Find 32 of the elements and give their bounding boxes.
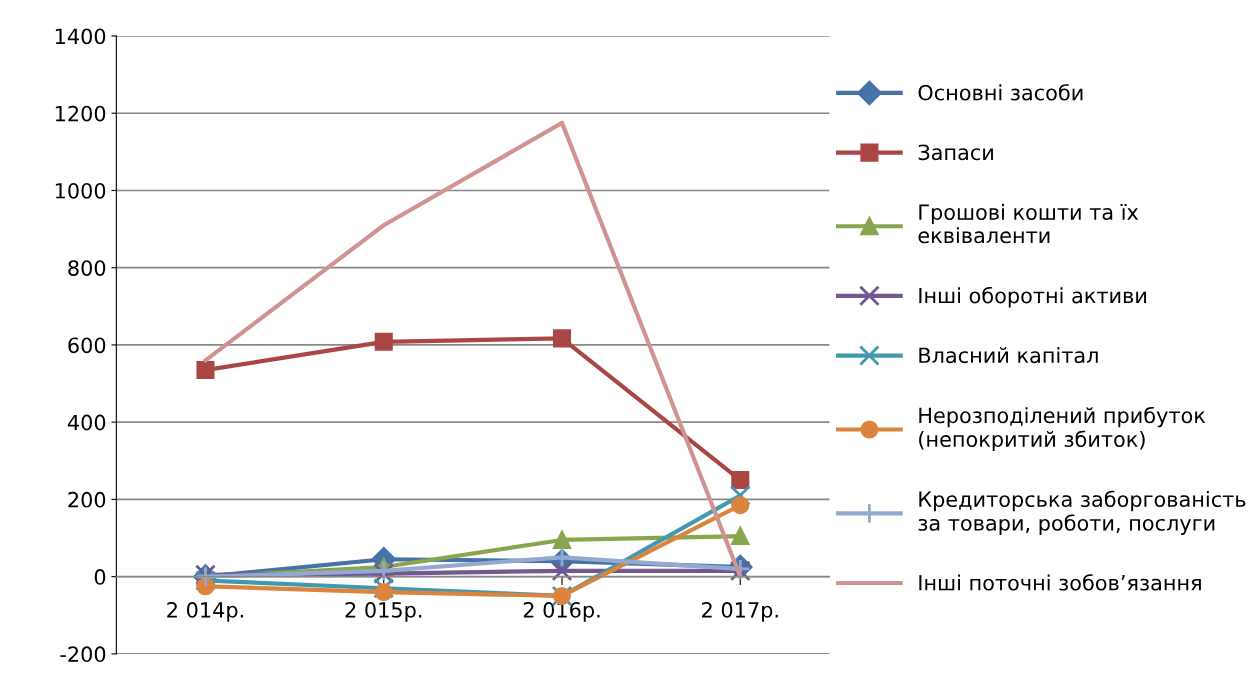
legend-label: Інші поточні зобов’язання: [919, 574, 1201, 591]
point: [374, 583, 393, 602]
y-tick-label: 0: [94, 569, 106, 585]
x-tick-label: 2 015р.: [345, 602, 422, 622]
point: [731, 471, 750, 490]
point: [731, 496, 750, 515]
point: [196, 361, 215, 380]
legend-label: Власний капітал: [919, 347, 1098, 364]
legend-label: Основні засоби: [918, 84, 1083, 101]
y-tick-label: 200: [68, 491, 106, 508]
y-tick-label: 600: [68, 337, 106, 354]
x-tick-label: 2 017р.: [702, 602, 778, 622]
x-tick-label: 2 016р.: [523, 602, 600, 622]
point: [551, 560, 573, 582]
legend-label: Грошові кошти та їх еквіваленти: [918, 203, 1139, 244]
y-tick-label: -200: [60, 646, 106, 663]
legend-label: Інші оборотні активи: [919, 286, 1146, 308]
legend-label: Запаси: [918, 144, 993, 161]
point: [374, 332, 393, 351]
y-tick-label: 800: [68, 260, 106, 276]
point: [552, 329, 572, 348]
legend-label: Кредиторська заборгованість за товари, роботи, послуги: [918, 490, 1246, 535]
point: [552, 530, 572, 549]
y-tick-label: 400: [67, 414, 106, 431]
point: [373, 577, 395, 599]
y-tick-label: 1400: [55, 28, 106, 45]
point: [731, 527, 750, 546]
point: [729, 485, 751, 506]
y-tick-label: 1200: [55, 105, 106, 122]
legend-label: Нерозподілений прибуток (непокритий збиток): [919, 406, 1206, 452]
y-tick-label: 1000: [55, 182, 106, 199]
x-tick-label: 2 014р.: [167, 602, 243, 622]
